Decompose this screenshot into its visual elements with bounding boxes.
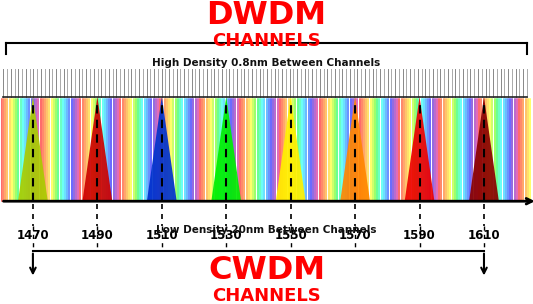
Polygon shape — [276, 97, 305, 201]
Polygon shape — [469, 97, 499, 201]
Text: CHANNELS: CHANNELS — [212, 32, 321, 50]
Text: 1470: 1470 — [17, 229, 49, 242]
Text: 1550: 1550 — [274, 229, 307, 242]
Text: 1590: 1590 — [403, 229, 436, 242]
Text: CHANNELS: CHANNELS — [212, 287, 321, 304]
Text: High Density 0.8nm Between Channels: High Density 0.8nm Between Channels — [152, 58, 381, 68]
Text: 1570: 1570 — [339, 229, 372, 242]
Text: 1490: 1490 — [81, 229, 114, 242]
Polygon shape — [83, 97, 112, 201]
Text: 1610: 1610 — [467, 229, 500, 242]
Polygon shape — [18, 97, 48, 201]
Text: 1510: 1510 — [146, 229, 178, 242]
Text: CWDM: CWDM — [208, 255, 325, 286]
Polygon shape — [212, 97, 241, 201]
Text: 1530: 1530 — [210, 229, 243, 242]
Polygon shape — [405, 97, 434, 201]
Polygon shape — [147, 97, 176, 201]
Text: DWDM: DWDM — [206, 0, 327, 31]
Text: Low Density 20nm Between Channels: Low Density 20nm Between Channels — [156, 225, 377, 235]
Polygon shape — [340, 97, 370, 201]
